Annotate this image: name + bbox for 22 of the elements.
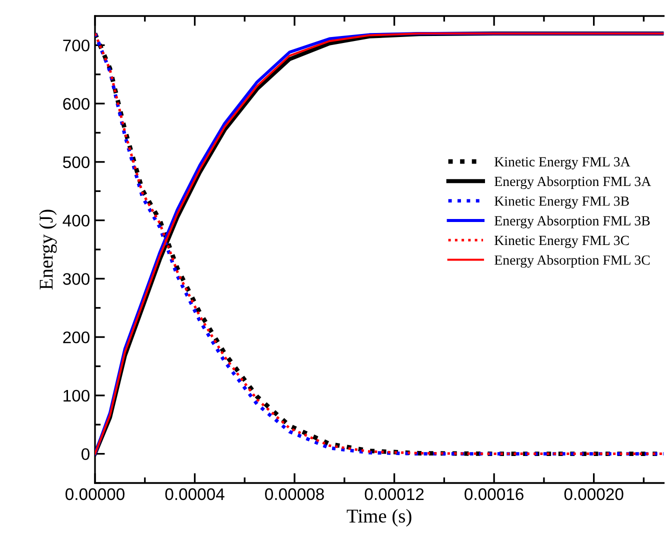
legend-label: Kinetic Energy FML 3C [494, 236, 629, 248]
y-tick-label: 500 [63, 156, 90, 168]
legend-label: Kinetic Energy FML 3B [494, 196, 629, 209]
y-axis-title: Energy (J) [39, 210, 57, 290]
legend-label: Energy Absorption FML 3B [494, 216, 650, 228]
y-tick-label: 600 [63, 98, 90, 110]
x-tick-label: 0.00008 [265, 488, 324, 500]
legend-label: Energy Absorption FML 3A [494, 176, 652, 190]
x-tick-label: 0.00004 [165, 488, 224, 500]
y-tick-label: 100 [64, 390, 90, 402]
y-tick-label: 300 [62, 273, 90, 285]
legend-label: Kinetic Energy FML 3A [494, 157, 630, 170]
y-tick-label: 0 [82, 448, 90, 460]
x-tick-label: 0.00016 [464, 488, 524, 500]
x-tick-label: 0.00000 [66, 488, 124, 500]
x-tick-label: 0.00020 [564, 488, 624, 500]
y-tick-label: 200 [63, 331, 90, 344]
x-tick-label: 0.00012 [364, 488, 424, 500]
legend-label: Energy Absorption FML 3C [494, 255, 650, 268]
x-axis-title: Time (s) [346, 508, 412, 527]
y-tick-label: 400 [62, 214, 90, 227]
y-tick-label: 700 [63, 40, 90, 52]
